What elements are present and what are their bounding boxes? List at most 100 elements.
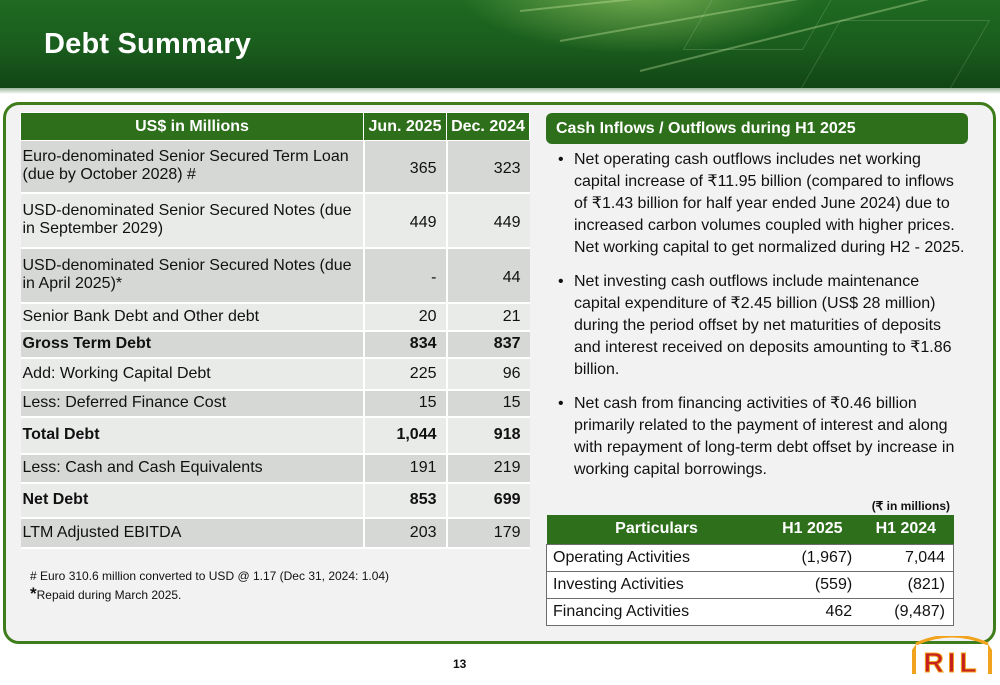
- debt-row-label: Gross Term Debt: [20, 330, 364, 359]
- debt-row-dec-value-text: 918: [493, 426, 521, 443]
- debt-row-label: USD-denominated Senior Secured Notes (du…: [20, 192, 364, 249]
- debt-row-jun-value: 15: [362, 389, 447, 418]
- debt-row-jun-value: 203: [362, 517, 447, 549]
- bullet-text: Net operating cash outflows includes net…: [574, 151, 965, 256]
- debt-table-row: Total Debt 1,044 918: [20, 416, 530, 455]
- debt-row-jun-value: 449: [362, 192, 447, 249]
- debt-row-label: Total Debt: [20, 416, 364, 455]
- page-title: Debt Summary: [44, 28, 252, 60]
- footnotes: # Euro 310.6 million converted to USD @ …: [30, 567, 389, 604]
- debt-table-row: Net Debt 853 699: [20, 482, 530, 519]
- debt-row-dec-value: 837: [445, 330, 530, 359]
- bullet-text: Net cash from financing activities of ₹0…: [574, 395, 955, 478]
- debt-row-jun-value: 834: [362, 330, 447, 359]
- debt-table-row: Less: Cash and Cash Equivalents 191 219: [20, 453, 530, 484]
- debt-row-label: USD-denominated Senior Secured Notes (du…: [20, 247, 364, 304]
- particulars-row-label: Financing Activities: [546, 597, 767, 626]
- particulars-row: Investing Activities (559) (821): [546, 570, 955, 599]
- particulars-row: Financing Activities 462 (9,487): [546, 597, 955, 626]
- footnote-repaid-text: Repaid during March 2025.: [36, 588, 182, 602]
- logo-text: RIL: [923, 647, 980, 676]
- particulars-row-label: Investing Activities: [546, 570, 767, 599]
- debt-row-label-text: Less: Deferred Finance Cost: [22, 394, 227, 411]
- debt-row-dec-value-text: 449: [493, 214, 521, 231]
- debt-row-dec-value: 449: [445, 192, 530, 249]
- debt-row-dec-value-text: 323: [493, 160, 521, 178]
- debt-row-jun-value-text: 15: [418, 394, 437, 411]
- debt-table-row: LTM Adjusted EBITDA 203 179: [20, 517, 530, 549]
- debt-row-dec-value: 96: [445, 357, 530, 391]
- debt-table-row: Senior Bank Debt and Other debt 20 21: [20, 302, 530, 332]
- debt-table-row: Gross Term Debt 834 837: [20, 330, 530, 359]
- debt-row-jun-value: 365: [362, 140, 447, 194]
- debt-row-dec-value: 918: [445, 416, 530, 455]
- debt-row-dec-value: 15: [445, 389, 530, 418]
- debt-row-label-text: Less: Cash and Cash Equivalents: [22, 459, 263, 476]
- debt-row-dec-value-text: 179: [493, 523, 521, 541]
- debt-row-jun-value-text: 853: [409, 491, 437, 508]
- debt-row-jun-value: 225: [362, 357, 447, 391]
- debt-row-dec-value-text: 44: [502, 269, 521, 286]
- debt-row-jun-value-text: 20: [418, 307, 437, 325]
- particulars-row-h1-2025: 462: [766, 597, 859, 626]
- footnote-repaid: *Repaid during March 2025.: [30, 585, 389, 604]
- debt-row-label: Add: Working Capital Debt: [20, 357, 364, 391]
- debt-row-dec-value-text: 219: [493, 459, 521, 476]
- bullet-dot: •: [558, 395, 564, 412]
- debt-row-label: Less: Deferred Finance Cost: [20, 389, 364, 418]
- debt-row-label: Euro-denominated Senior Secured Term Loa…: [20, 140, 364, 194]
- unit-note: (₹ in millions): [871, 499, 950, 513]
- debt-row-jun-value-text: 365: [409, 160, 437, 178]
- bullet-item: • Net operating cash outflows includes ne…: [556, 149, 966, 259]
- particulars-row: Operating Activities (1,967) 7,044: [546, 543, 955, 572]
- particulars-table: Particulars H1 2025 H1 2024 Operating Ac…: [546, 515, 955, 626]
- debt-row-dec-value: 699: [445, 482, 530, 519]
- debt-row-dec-value-text: 15: [502, 394, 521, 411]
- debt-table-row: USD-denominated Senior Secured Notes (du…: [20, 247, 530, 304]
- debt-table-row: Add: Working Capital Debt 225 96: [20, 357, 530, 391]
- debt-row-dec-value: 219: [445, 453, 530, 484]
- footnote-conversion: # Euro 310.6 million converted to USD @ …: [30, 569, 390, 583]
- debt-row-dec-value-text: 837: [493, 335, 521, 352]
- header-decoration: [799, 20, 991, 88]
- debt-row-label: LTM Adjusted EBITDA: [20, 517, 364, 549]
- debt-row-dec-value: 44: [445, 247, 530, 304]
- cash-flows-bullets: • Net operating cash outflows includes ne…: [556, 149, 966, 493]
- debt-row-dec-value: 179: [445, 517, 530, 549]
- debt-table-header-dec: Dec. 2024: [446, 112, 530, 141]
- debt-row-label: Net Debt: [20, 482, 364, 519]
- debt-row-jun-value: -: [362, 247, 447, 304]
- debt-row-label-text: USD-denominated Senior Secured Notes (du…: [22, 202, 352, 237]
- header-divider: [0, 88, 1000, 94]
- debt-row-label-text: Senior Bank Debt and Other debt: [22, 307, 260, 325]
- logo-pillar-left: [912, 644, 916, 674]
- debt-table-header-jun: Jun. 2025: [363, 112, 447, 141]
- particulars-row-h1-2024: 7,044: [858, 543, 955, 572]
- bullet-dot: •: [558, 273, 564, 290]
- debt-row-label: Less: Cash and Cash Equivalents: [20, 453, 364, 484]
- debt-row-jun-value-text: 834: [409, 335, 437, 352]
- debt-row-jun-value: 191: [362, 453, 447, 484]
- debt-table-header-row: US$ in Millions Jun. 2025 Dec. 2024: [20, 112, 530, 141]
- debt-row-jun-value-text: 203: [409, 523, 437, 541]
- bullet-text: Net investing cash outflows include main…: [574, 273, 952, 378]
- debt-row-label-text: Net Debt: [22, 491, 89, 508]
- debt-row-label: Senior Bank Debt and Other debt: [20, 302, 364, 332]
- debt-row-jun-value-text: 1,044: [396, 426, 437, 443]
- debt-row-jun-value: 1,044: [362, 416, 447, 455]
- debt-row-dec-value: 21: [445, 302, 530, 332]
- page-number: 13: [453, 657, 467, 671]
- debt-row-label-text: USD-denominated Senior Secured Notes (du…: [22, 257, 352, 292]
- particulars-header-label: Particulars: [546, 515, 767, 544]
- debt-table-row: Euro-denominated Senior Secured Term Loa…: [20, 140, 530, 194]
- debt-row-label-text: Euro-denominated Senior Secured Term Loa…: [22, 148, 349, 184]
- bullet-item: • Net investing cash outflows include mai…: [556, 271, 966, 381]
- logo-pillar-right: [988, 644, 992, 674]
- debt-row-dec-value-text: 699: [493, 491, 521, 508]
- debt-row-jun-value: 853: [362, 482, 447, 519]
- header-decoration: [682, 0, 838, 50]
- particulars-header-h1-2025: H1 2025: [766, 515, 859, 544]
- footnote-star: *: [30, 584, 37, 603]
- debt-table: US$ in Millions Jun. 2025 Dec. 2024 Euro…: [20, 112, 530, 549]
- debt-row-dec-value: 323: [445, 140, 530, 194]
